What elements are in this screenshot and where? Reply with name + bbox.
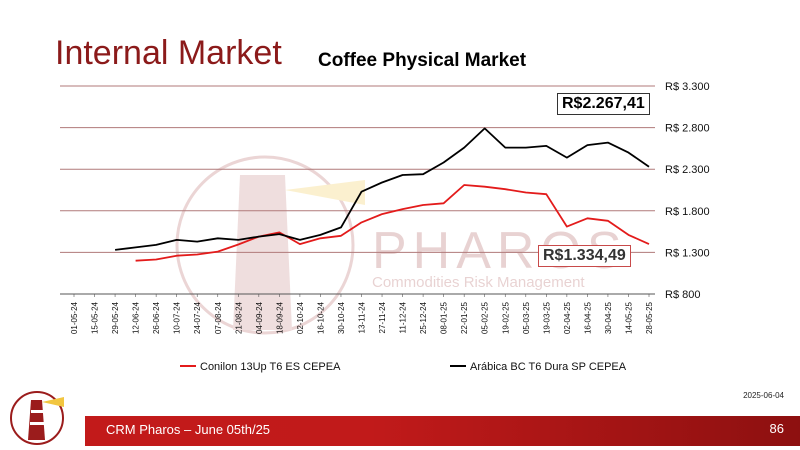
x-tick-label: 08-01-25 xyxy=(440,301,449,334)
conilon-series-line xyxy=(135,184,650,262)
x-tick-label: 19-02-25 xyxy=(501,301,510,334)
y-tick-label: R$ 1.300 xyxy=(665,247,710,259)
x-tick-label: 05-02-25 xyxy=(481,301,490,334)
footer-bar xyxy=(85,416,800,446)
x-tick-label: 14-05-25 xyxy=(624,301,633,334)
x-tick-label: 16-04-25 xyxy=(583,301,592,334)
x-tick-label: 22-01-25 xyxy=(460,301,469,334)
x-tick-label: 26-06-24 xyxy=(152,301,161,334)
report-date: 2025-06-04 xyxy=(743,391,784,400)
x-tick-label: 10-07-24 xyxy=(173,301,182,334)
x-tick-label: 21-08-24 xyxy=(234,301,243,334)
arabica-series-line xyxy=(114,127,650,251)
arabica-price-callout: R$2.267,41 xyxy=(557,92,650,115)
pharos-logo xyxy=(10,391,64,445)
y-tick-label: R$ 800 xyxy=(665,289,700,301)
x-tick-label: 11-12-24 xyxy=(399,301,408,333)
x-tick-label: 05-03-25 xyxy=(522,301,531,334)
x-tick-label: 29-05-24 xyxy=(111,301,120,334)
page-number: 86 xyxy=(769,421,784,436)
logo-stripe xyxy=(30,422,44,425)
logo-beam-icon xyxy=(42,397,64,407)
x-tick-label: 25-12-24 xyxy=(419,301,428,334)
y-tick-label: R$ 2.300 xyxy=(665,164,710,176)
x-tick-label: 04-09-24 xyxy=(255,301,264,334)
x-tick-label: 15-05-24 xyxy=(91,301,100,334)
x-tick-label: 30-10-24 xyxy=(337,301,346,334)
x-tick-label: 30-04-25 xyxy=(604,301,613,334)
watermark-tagline: Commodities Risk Management xyxy=(372,274,585,291)
slide-title: Internal Market xyxy=(55,34,282,72)
x-tick-label: 02-10-24 xyxy=(296,301,305,334)
y-tick-label: R$ 2.800 xyxy=(665,123,710,135)
x-tick-label: 13-11-24 xyxy=(358,301,367,333)
legend-label: Arábica BC T6 Dura SP CEPEA xyxy=(470,361,627,373)
lighthouse-beam-icon xyxy=(285,180,365,205)
x-tick-label: 24-07-24 xyxy=(193,301,202,334)
y-tick-label: R$ 3.300 xyxy=(665,81,710,93)
x-tick-label: 16-10-24 xyxy=(316,301,325,334)
x-tick-label: 07-08-24 xyxy=(214,301,223,334)
x-tick-label: 02-04-25 xyxy=(563,301,572,334)
x-tick-label: 19-03-25 xyxy=(542,301,551,334)
x-tick-label: 01-05-24 xyxy=(70,301,79,334)
watermark-circle xyxy=(175,155,355,335)
x-tick-label: 18-09-24 xyxy=(275,301,284,334)
logo-stripe xyxy=(31,410,43,413)
x-tick-label: 12-06-24 xyxy=(132,301,141,334)
logo-ring xyxy=(10,391,64,445)
chart-title: Coffee Physical Market xyxy=(318,50,527,71)
y-tick-label: R$ 1.800 xyxy=(665,206,710,218)
conilon-price-callout: R$1.334,49 xyxy=(538,245,631,268)
x-tick-label: 27-11-24 xyxy=(378,301,387,333)
footer-label: CRM Pharos – June 05th/25 xyxy=(106,422,271,437)
logo-lighthouse-icon xyxy=(28,400,45,440)
x-tick-label: 28-05-25 xyxy=(645,301,654,334)
legend-label: Conilon 13Up T6 ES CEPEA xyxy=(200,361,341,373)
